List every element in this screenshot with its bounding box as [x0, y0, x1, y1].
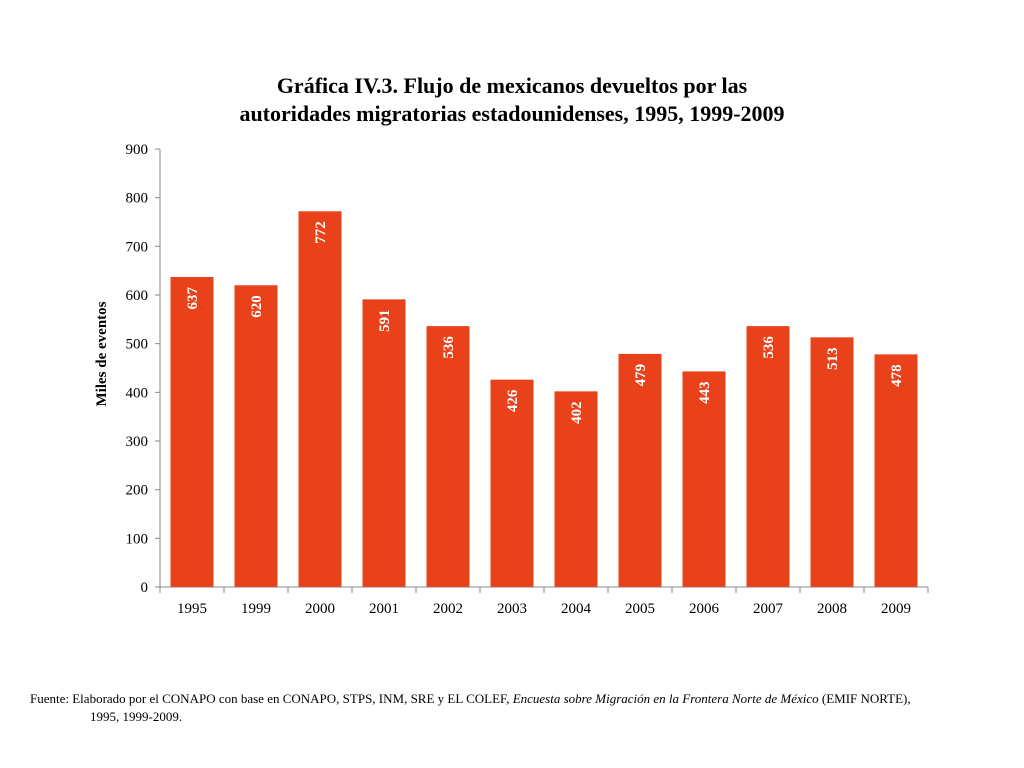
bar-2002 — [426, 326, 470, 587]
y-tick-label: 700 — [126, 239, 149, 255]
data-label-2003: 426 — [505, 389, 521, 412]
x-tick-label-2008: 2008 — [817, 601, 847, 617]
x-tick-label-2007: 2007 — [753, 601, 784, 617]
data-label-1999: 620 — [249, 295, 265, 318]
data-label-2001: 591 — [377, 309, 393, 332]
bar-2009 — [874, 354, 918, 587]
chart-title-line-2: autoridades migratorias estadounidenses,… — [239, 101, 785, 126]
y-tick-label: 400 — [126, 385, 149, 401]
source-years: 1995, 1999-2009. — [90, 709, 183, 724]
data-label-2000: 772 — [313, 221, 329, 244]
chart-title-line-1: Gráfica IV.3. Flujo de mexicanos devuelt… — [276, 73, 748, 98]
chart-title: Gráfica IV.3. Flujo de mexicanos devuelt… — [0, 72, 1024, 128]
y-tick-label: 0 — [141, 580, 149, 596]
data-label-2006: 443 — [697, 381, 713, 404]
source-suffix: (EMIF NORTE), — [818, 691, 911, 706]
y-tick-label: 800 — [126, 191, 149, 207]
bar-2005 — [618, 353, 662, 587]
source-note: Fuente: Elaborado por el CONAPO con base… — [30, 690, 1005, 726]
x-tick-label-2004: 2004 — [561, 601, 592, 617]
data-label-1995: 637 — [185, 286, 201, 309]
bar-2003 — [490, 379, 534, 587]
x-tick-label-1995: 1995 — [177, 601, 207, 617]
bar-2001 — [362, 299, 406, 587]
y-tick-label: 900 — [126, 142, 149, 158]
data-label-2005: 479 — [633, 364, 649, 387]
bar-chart: 0 100 200 300 400 500 600 700 800 900 637 1995 620 19… — [94, 142, 929, 617]
bar-2004 — [554, 391, 598, 587]
x-tick-label-2003: 2003 — [497, 601, 527, 617]
x-tick-label-2006: 2006 — [689, 601, 720, 617]
bar-2000 — [298, 211, 342, 587]
bar-1995 — [170, 276, 214, 587]
source-prefix: Fuente: Elaborado por el CONAPO con base… — [30, 691, 513, 706]
x-tick-label-2000: 2000 — [305, 601, 335, 617]
x-tick-label-2001: 2001 — [369, 601, 399, 617]
data-label-2009: 478 — [889, 364, 905, 387]
bar-2006 — [682, 371, 726, 587]
data-label-2008: 513 — [825, 347, 841, 370]
data-label-2002: 536 — [441, 336, 457, 359]
x-tick-label-1999: 1999 — [241, 601, 271, 617]
data-label-2007: 536 — [761, 336, 777, 359]
bar-2008 — [810, 337, 854, 587]
y-tick-label: 200 — [126, 483, 149, 499]
y-tick-label: 600 — [126, 288, 149, 304]
x-tick-label-2002: 2002 — [433, 601, 463, 617]
y-axis-title: Miles de eventos — [94, 301, 110, 406]
source-survey-name: Encuesta sobre Migración en la Frontera … — [512, 691, 819, 706]
data-label-2004: 402 — [569, 401, 585, 424]
y-tick-label: 100 — [126, 531, 149, 547]
bar-1999 — [234, 285, 278, 587]
bar-2007 — [746, 326, 790, 587]
y-tick-label: 300 — [126, 434, 149, 450]
x-tick-label-2009: 2009 — [881, 601, 911, 617]
y-tick-label: 500 — [126, 337, 149, 353]
x-tick-label-2005: 2005 — [625, 601, 655, 617]
